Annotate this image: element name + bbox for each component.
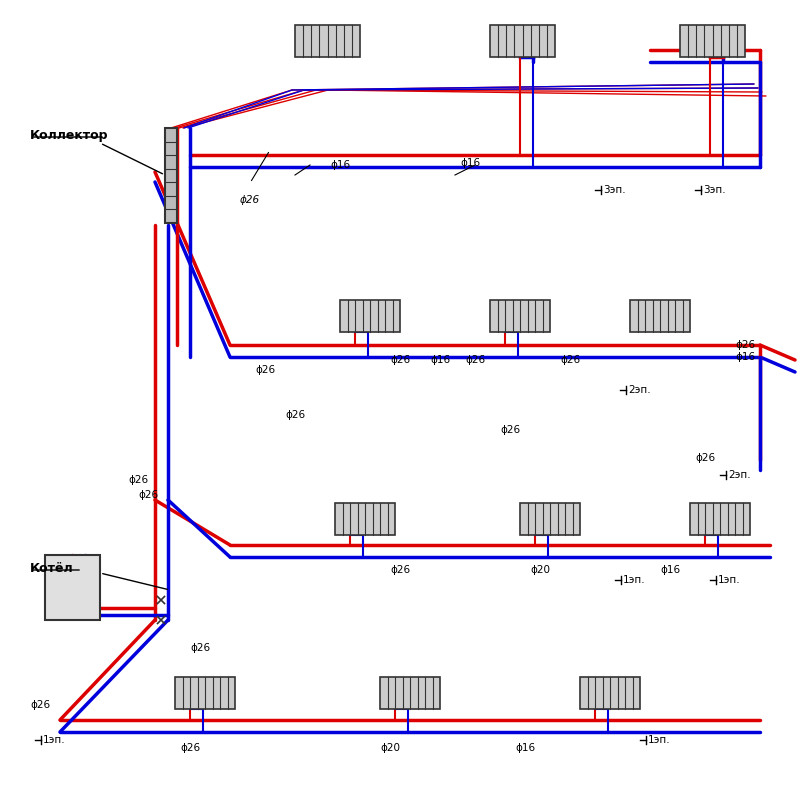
Bar bbox=[490, 300, 550, 332]
Text: ϕ26: ϕ26 bbox=[180, 743, 200, 753]
Text: 2эп.: 2эп. bbox=[628, 385, 650, 395]
Bar bbox=[520, 503, 580, 535]
Text: ϕ26: ϕ26 bbox=[390, 565, 410, 575]
Text: ϕ20: ϕ20 bbox=[530, 565, 550, 575]
Text: ϕ16: ϕ16 bbox=[735, 352, 755, 362]
Text: 1эп.: 1эп. bbox=[623, 575, 646, 585]
Text: ϕ26: ϕ26 bbox=[138, 490, 158, 500]
Bar bbox=[340, 300, 400, 332]
Bar bbox=[680, 25, 745, 57]
Bar bbox=[580, 677, 640, 709]
Text: ϕ26: ϕ26 bbox=[560, 355, 580, 365]
Bar bbox=[295, 25, 360, 57]
Text: ϕ26: ϕ26 bbox=[500, 425, 520, 435]
Text: Коллектор: Коллектор bbox=[30, 129, 109, 141]
Text: 2эп.: 2эп. bbox=[728, 470, 750, 480]
Text: ϕ26: ϕ26 bbox=[30, 700, 50, 710]
Text: ϕ16: ϕ16 bbox=[515, 743, 535, 753]
Bar bbox=[490, 25, 555, 57]
Text: ϕ26: ϕ26 bbox=[465, 355, 485, 365]
Text: ϕ20: ϕ20 bbox=[380, 743, 400, 753]
Bar bbox=[630, 300, 690, 332]
Bar bbox=[335, 503, 395, 535]
Text: ϕ26: ϕ26 bbox=[390, 355, 410, 365]
Text: Котёл: Котёл bbox=[30, 561, 74, 575]
Text: 1эп.: 1эп. bbox=[648, 735, 670, 745]
Text: ϕ16: ϕ16 bbox=[430, 355, 450, 365]
Text: ϕ26: ϕ26 bbox=[695, 453, 715, 463]
Text: ϕ16: ϕ16 bbox=[660, 565, 680, 575]
Text: ϕ26: ϕ26 bbox=[240, 195, 260, 205]
Text: 3эп.: 3эп. bbox=[703, 185, 726, 195]
Text: 1эп.: 1эп. bbox=[718, 575, 741, 585]
Text: ϕ26: ϕ26 bbox=[255, 365, 275, 375]
Text: ϕ26: ϕ26 bbox=[190, 643, 210, 653]
Bar bbox=[165, 128, 177, 223]
Text: ϕ26: ϕ26 bbox=[735, 340, 755, 350]
Bar bbox=[45, 555, 100, 620]
Bar bbox=[175, 677, 235, 709]
Text: ϕ26: ϕ26 bbox=[128, 475, 148, 485]
Text: ϕ16: ϕ16 bbox=[330, 160, 350, 170]
Text: 3эп.: 3эп. bbox=[603, 185, 626, 195]
Bar bbox=[690, 503, 750, 535]
Text: ϕ26: ϕ26 bbox=[285, 410, 305, 420]
Text: 1эп.: 1эп. bbox=[43, 735, 66, 745]
Text: ϕ16: ϕ16 bbox=[460, 158, 480, 168]
Bar bbox=[380, 677, 440, 709]
